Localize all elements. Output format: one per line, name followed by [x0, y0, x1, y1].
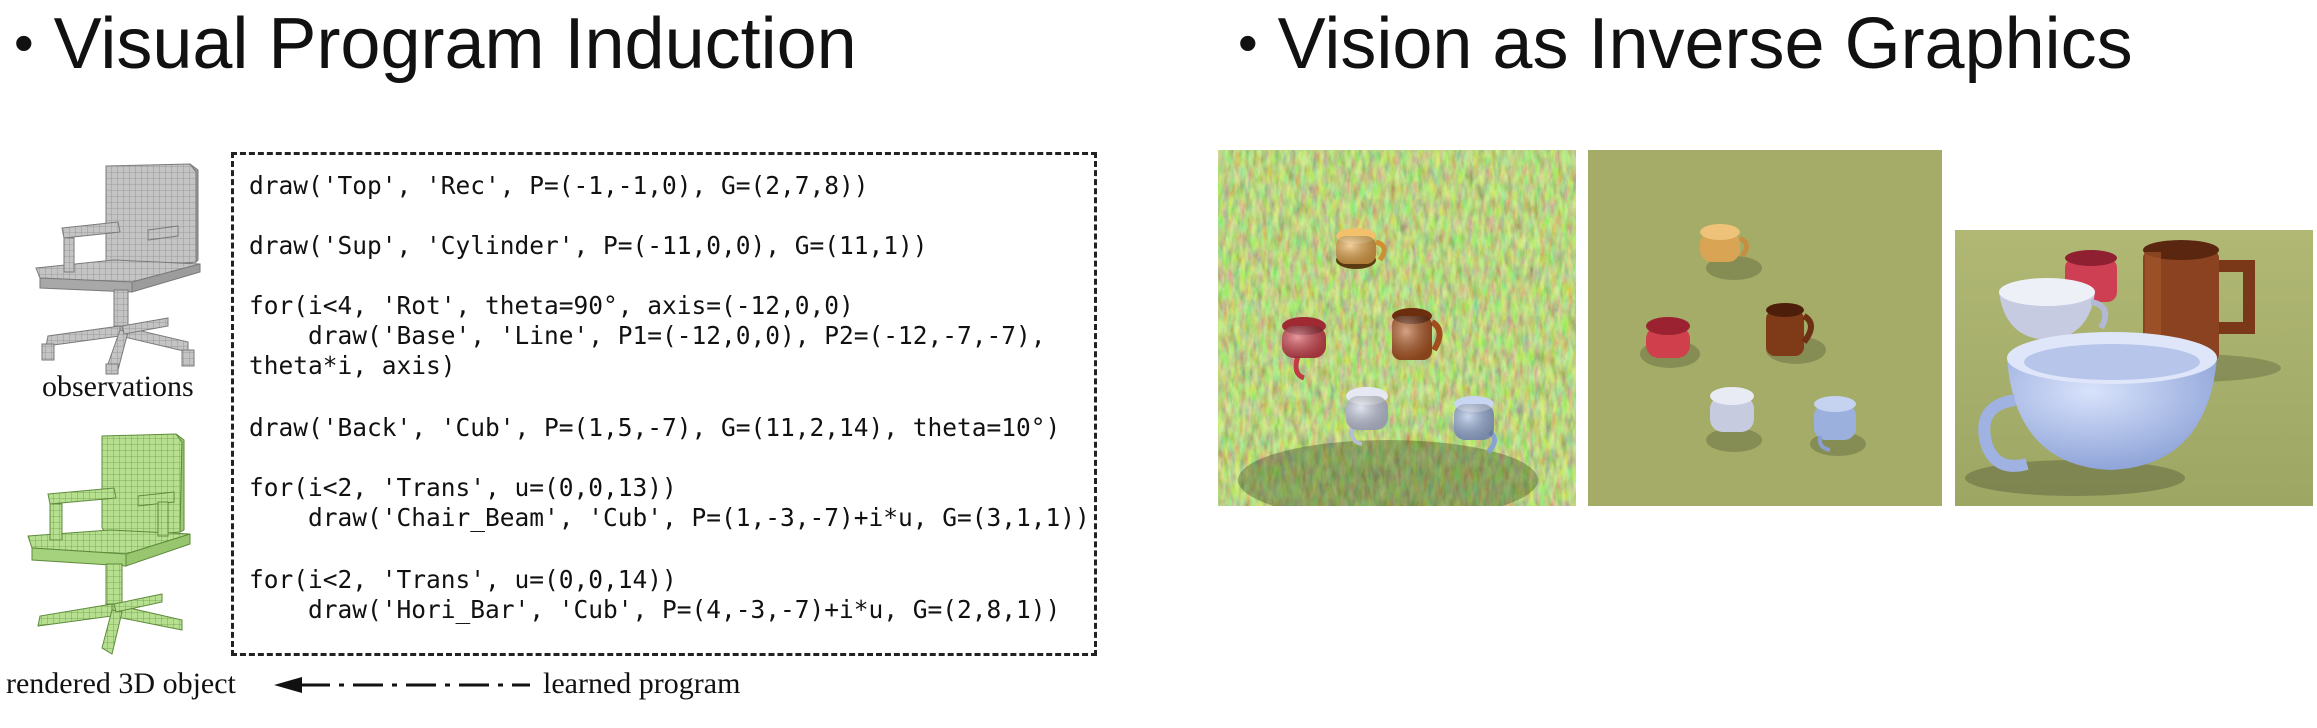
bullet: •: [1238, 10, 1258, 74]
program-code-box: draw('Top', 'Rec', P=(-1,-1,0), G=(2,7,8…: [231, 152, 1097, 656]
observations-label: observations: [42, 370, 194, 403]
code-line: draw('Sup', 'Cylinder', P=(-11,0,0), G=(…: [249, 231, 928, 260]
left-title: Visual Program Induction: [53, 4, 857, 84]
bullet: •: [14, 10, 34, 74]
right-heading: • Vision as Inverse Graphics: [1238, 0, 2133, 93]
left-heading: • Visual Program Induction: [14, 0, 857, 93]
rendered-chair-image: [27, 433, 191, 655]
code-line: draw('Chair_Beam', 'Cub', P=(1,-3,-7)+i*…: [249, 503, 1090, 532]
code-line: for(i<4, 'Rot', theta=90°, axis=(-12,0,0…: [249, 291, 854, 320]
code-line: draw('Base', 'Line', P1=(-12,0,0), P2=(-…: [249, 321, 1046, 350]
synthetic-render-top-view: [1588, 150, 1942, 506]
code-line: for(i<2, 'Trans', u=(0,0,14)): [249, 565, 677, 594]
code-line: draw('Back', 'Cub', P=(1,5,-7), G=(11,2,…: [249, 413, 1061, 442]
code-line: draw('Hori_Bar', 'Cub', P=(4,-3,-7)+i*u,…: [249, 595, 1061, 624]
synthetic-render-perspective-view: [1955, 230, 2313, 506]
dash-dot-arrow: [274, 677, 530, 693]
code-line: for(i<2, 'Trans', u=(0,0,13)): [249, 473, 677, 502]
right-title: Vision as Inverse Graphics: [1277, 4, 2133, 84]
observed-chair-image: [35, 163, 201, 375]
code-line: theta*i, axis): [249, 351, 456, 380]
code-line: draw('Top', 'Rec', P=(-1,-1,0), G=(2,7,8…: [249, 171, 869, 200]
rendered-3d-object-label: rendered 3D object: [6, 667, 236, 700]
real-photo-mugs-on-grass: [1218, 150, 1576, 506]
learned-program-label: learned program: [543, 667, 741, 700]
